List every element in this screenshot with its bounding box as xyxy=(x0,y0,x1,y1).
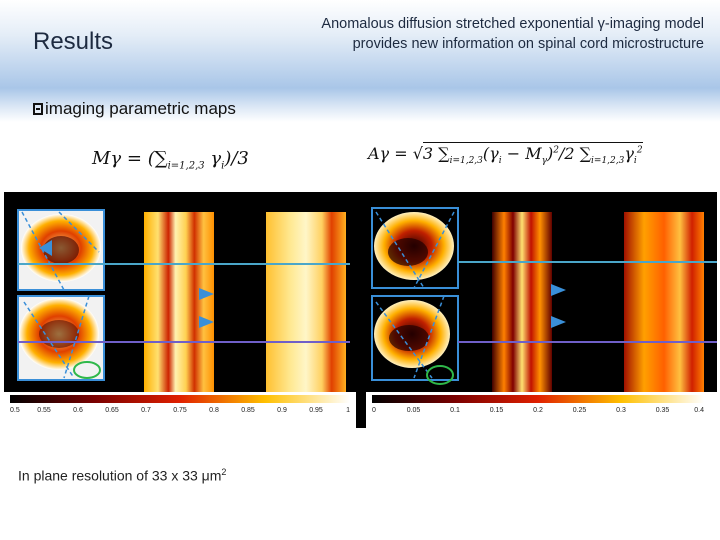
footnote-superscript: 2 xyxy=(221,467,227,477)
colorbar-right-tick-label: 0.15 xyxy=(490,407,504,414)
colorbar-right-tick-label: 0.4 xyxy=(694,407,704,414)
colorbar-left-tick-label: 0.65 xyxy=(105,407,119,414)
colorbar-right-tick-label: 0.2 xyxy=(533,407,543,414)
longitudinal-strip-2 xyxy=(266,212,346,396)
longitudinal-strip-4 xyxy=(624,212,704,396)
colorbar-mean-gamma: 0.5 0.55 0.6 0.65 0.7 0.75 0.8 0.85 0.9 0.95 1 xyxy=(4,392,356,428)
colorbar-left-tick-label: 0.8 xyxy=(209,407,219,414)
formula-mean-gamma: Mγ = (∑i=1,2,3 γi)/3 xyxy=(92,148,249,172)
parametric-maps-panel: 0.5 0.55 0.6 0.65 0.7 0.75 0.8 0.85 0.9 0.95 1 0 0.… xyxy=(4,192,717,428)
axial-slice-bottom-right xyxy=(371,295,459,385)
colorbar-anisotropy-gamma: 0 0.05 0.1 0.15 0.2 0.25 0.3 0.35 0.4 xyxy=(366,392,717,428)
colorbar-left-tick-label: 0.85 xyxy=(241,407,255,414)
colorbar-left-tick-label: 0.6 xyxy=(73,407,83,414)
slide-header xyxy=(0,0,720,88)
colorbar-left-tick-label: 1 xyxy=(346,407,350,414)
colorbar-right-tick-label: 0.05 xyxy=(407,407,421,414)
colorbar-right-tick-label: 0 xyxy=(372,407,376,414)
colorbar-left-tick-label: 0.95 xyxy=(309,407,323,414)
slide-title: Results xyxy=(33,28,114,55)
colorbar-left-tick-label: 0.9 xyxy=(277,407,287,414)
axial-slice-bottom-left xyxy=(17,295,105,381)
colorbar-right-tick-label: 0.1 xyxy=(450,407,460,414)
axial-slice-top-left xyxy=(17,209,105,291)
footnote-text: In plane resolution of 33 x 33 μm xyxy=(18,467,222,484)
axial-slice-top-right xyxy=(371,207,459,289)
slide-heading-right: Anomalous diffusion stretched exponentia… xyxy=(321,16,704,52)
formula-anisotropy-gamma: Aγ = √3 ∑i=1,2,3(γi − Mγ)2/2 ∑i=1,2,3γi2 xyxy=(368,142,643,167)
section-subtitle: imaging parametric maps xyxy=(33,99,236,119)
colorbar-left-tick-label: 0.7 xyxy=(141,407,151,414)
subtitle-text: imaging parametric maps xyxy=(45,99,236,118)
resolution-footnote: In plane resolution of 33 x 33 μm2 xyxy=(18,467,226,484)
colorbar-right-tick-label: 0.25 xyxy=(573,407,587,414)
colorbar-left-tick-label: 0.5 xyxy=(10,407,20,414)
bullet-icon xyxy=(33,103,43,115)
longitudinal-strip-1 xyxy=(144,212,214,396)
colorbar-left-tick-label: 0.75 xyxy=(173,407,187,414)
colorbar-left-tick-label: 0.55 xyxy=(37,407,51,414)
longitudinal-strip-3 xyxy=(492,212,566,396)
colorbar-right-tick-label: 0.35 xyxy=(656,407,670,414)
colorbar-right-tick-label: 0.3 xyxy=(616,407,626,414)
subtitle-band xyxy=(0,88,720,122)
